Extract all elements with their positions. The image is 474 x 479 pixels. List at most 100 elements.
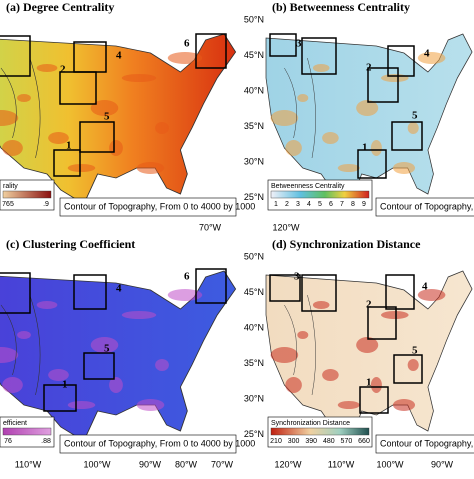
region-box [53, 149, 81, 177]
field-blob [392, 162, 416, 174]
region-box [0, 272, 31, 314]
region-box [359, 386, 389, 414]
region-box [269, 274, 301, 302]
legend-tick: 9 [362, 201, 366, 208]
region-label: 2 [60, 64, 66, 76]
us-map [0, 270, 237, 442]
lat-label: 50°N [244, 251, 264, 261]
legend-tick: 76 [4, 438, 12, 445]
legend-bar [270, 427, 370, 436]
region-box [0, 35, 31, 77]
region-label: 1 [362, 142, 368, 154]
lon-label: 120°W [274, 459, 302, 469]
lat-label: 30°N [244, 393, 264, 403]
lat-label: 35°N [244, 121, 264, 131]
region-box [73, 274, 107, 310]
lat-label: 35°N [244, 358, 264, 368]
region-box [301, 37, 337, 75]
field-blob [17, 331, 31, 339]
note-frame [375, 434, 474, 454]
topo-contour [284, 294, 316, 396]
region-box [79, 121, 115, 153]
note-frame [59, 434, 237, 454]
lat-label: 40°N [244, 85, 264, 95]
region-label: 4 [424, 48, 430, 60]
field-blob [2, 140, 23, 156]
map [0, 33, 237, 205]
legend-bar [270, 190, 370, 199]
region-label: 6 [184, 271, 190, 283]
map-area [265, 33, 473, 205]
region-box [387, 45, 415, 77]
region-label: 4 [422, 281, 428, 293]
field-blob [2, 377, 23, 393]
field-blob [121, 74, 157, 82]
legend-title: Synchronization Distance [271, 420, 350, 427]
legend-tick: .9 [43, 201, 49, 208]
legend-tick: 390 [305, 438, 317, 445]
field-blob [312, 301, 330, 309]
field-blob [109, 377, 123, 393]
region-box [195, 33, 227, 69]
region-box [269, 33, 297, 57]
us-map [265, 270, 473, 442]
lat-label: 45°N [244, 50, 264, 60]
field-blob [392, 399, 416, 411]
lon-label: 120°W [272, 222, 300, 232]
legend-title: efficient [3, 420, 27, 427]
field-blob [337, 164, 360, 172]
lat-label: 30°N [244, 156, 264, 166]
region-label: 1 [62, 379, 68, 391]
lon-label: 110°W [15, 459, 42, 469]
field-blob [370, 140, 382, 156]
legend-tick: 8 [351, 201, 355, 208]
field-blob [0, 347, 19, 363]
contour-note: Contour of Topography, Fro [380, 438, 474, 448]
field-blob [322, 132, 339, 144]
legend-tick: 2 [285, 201, 289, 208]
lon-label: 90°W [139, 459, 162, 469]
region-box [73, 41, 107, 73]
field-blob [36, 301, 58, 309]
lon-label: 100°W [83, 459, 111, 469]
region-box [391, 121, 423, 151]
legend-tick: 570 [341, 438, 353, 445]
field-blob [297, 94, 309, 102]
region-label: 3 [296, 38, 302, 50]
field-blob [121, 311, 157, 319]
legend-tick: 660 [358, 438, 370, 445]
field-blob [312, 64, 330, 72]
field-blob [36, 64, 58, 72]
map [265, 270, 473, 442]
field-blob [17, 94, 31, 102]
legend-tick: 7 [340, 201, 344, 208]
field-blob [270, 347, 299, 363]
panel-title: (a) Degree Centrality [6, 0, 114, 14]
legend-tick: .88 [41, 438, 51, 445]
field-blob [167, 52, 203, 64]
field-blob [136, 399, 165, 411]
map-area [0, 33, 237, 205]
lat-label: 25°N [244, 192, 264, 202]
note-frame [59, 197, 237, 217]
region-box [357, 149, 387, 179]
map [265, 33, 473, 205]
field-blob [417, 289, 446, 301]
topo-contour [0, 294, 41, 396]
region-label: 4 [116, 50, 122, 62]
field-blob [356, 100, 379, 116]
field-blob [407, 359, 419, 371]
region-box [367, 67, 399, 103]
legend-tick: 210 [270, 438, 282, 445]
region-label: 5 [412, 110, 418, 122]
legend-bar [2, 190, 52, 199]
region-box [43, 384, 77, 412]
region-box [393, 354, 423, 384]
legend-tick: 765 [2, 201, 14, 208]
lat-label: 45°N [244, 287, 264, 297]
field-blob [90, 337, 119, 353]
us-map [265, 33, 473, 205]
field-blob [155, 122, 169, 134]
field-blob [322, 369, 339, 381]
